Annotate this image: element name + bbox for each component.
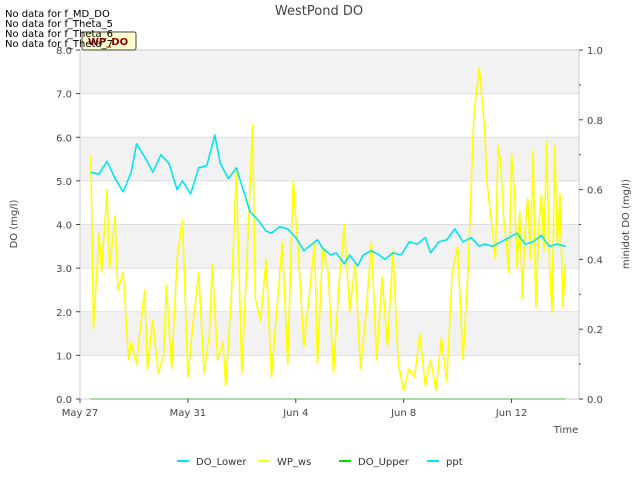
y-tick-label: 4.0 — [56, 221, 72, 232]
y-tick-label: 2.0 — [56, 308, 72, 319]
y-axis-right-label: minidot DO (mg/l) — [621, 179, 632, 269]
no-data-message: No data for f_Theta_6 — [5, 29, 113, 40]
y2-tick-label: 0.4 — [587, 255, 603, 266]
y-axis-right-ticks: 0.0 0.2 0.4 0.6 0.8 1.0 — [579, 46, 603, 406]
y-tick-label: 3.0 — [56, 264, 72, 275]
x-tick-label: Jun 12 — [495, 408, 528, 419]
y2-tick-label: 0.0 — [587, 395, 603, 406]
series-line-do-lower — [90, 134, 566, 267]
x-tick-label: May 27 — [62, 408, 99, 419]
y-tick-label: 0.0 — [56, 395, 72, 406]
y-tick-label: 7.0 — [56, 90, 72, 101]
x-tick-label: May 31 — [170, 408, 207, 419]
annotation-label: WP_DO — [88, 37, 128, 48]
background-band — [80, 224, 579, 269]
legend-label: WP_ws — [277, 457, 311, 468]
chart-title: WestPond DO — [275, 4, 363, 19]
legend-label: DO_Upper — [358, 457, 410, 468]
y-tick-label: 5.0 — [56, 177, 72, 188]
y-tick-label: 8.0 — [56, 46, 72, 57]
annotation-box: WP_DO — [81, 31, 137, 51]
no-data-message: No data for f_Theta_5 — [5, 19, 113, 30]
series-line-wp-ws — [90, 66, 567, 392]
y2-tick-label: 0.6 — [587, 186, 603, 197]
x-axis-label: Time — [553, 425, 578, 436]
y-axis-left-label: DO (mg/l) — [9, 200, 20, 249]
y-tick-label: 6.0 — [56, 133, 72, 144]
x-tick-label: Jun 8 — [390, 408, 416, 419]
no-data-message: No data for f_Theta_7 — [5, 39, 113, 50]
no-data-message: No data for f_MD_DO — [5, 9, 110, 20]
y-axis-left-ticks: 0.0 1.0 2.0 3.0 4.0 5.0 6.0 7.0 8.0 — [56, 46, 80, 406]
y2-tick-label: 0.8 — [587, 116, 603, 127]
legend-label: DO_Lower — [196, 457, 247, 468]
x-tick-label: Jun 4 — [282, 408, 308, 419]
x-axis-ticks: May 27 May 31 Jun 4 Jun 8 Jun 12 — [62, 399, 528, 419]
background-band — [80, 137, 579, 181]
background-band — [80, 50, 579, 94]
legend: DO_Lower WP_ws DO_Upper ppt — [177, 457, 463, 468]
y-tick-label: 1.0 — [56, 351, 72, 362]
legend-label: ppt — [446, 457, 463, 468]
y2-tick-label: 1.0 — [587, 46, 603, 57]
y2-tick-label: 0.2 — [587, 325, 603, 336]
